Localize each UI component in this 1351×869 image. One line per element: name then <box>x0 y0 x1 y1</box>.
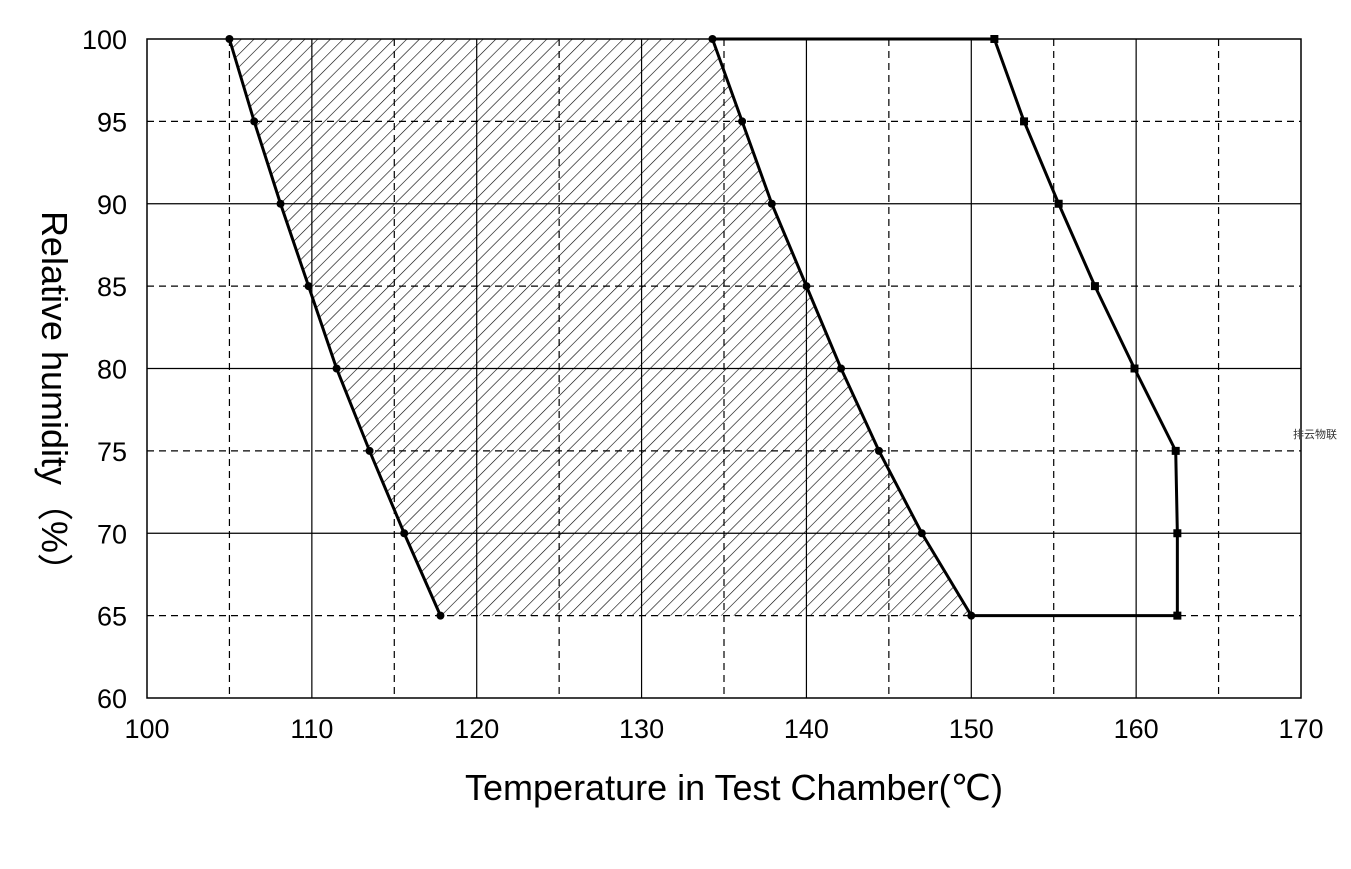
y-tick-labels: 60 65 70 75 80 85 90 95 100 <box>82 25 127 714</box>
y-tick-label-100: 100 <box>82 25 127 55</box>
left-boundary-point-2 <box>250 117 259 126</box>
right-boundary-point-3 <box>767 199 776 208</box>
y-tick-label-80: 80 <box>97 355 127 385</box>
watermark-text: 排云物联 <box>1293 428 1337 441</box>
left-boundary-point-7 <box>400 529 409 538</box>
y-axis-title: Relative humidity（%） <box>34 211 75 589</box>
x-tick-labels: 100 110 120 130 140 150 160 170 <box>124 714 1323 744</box>
right-boundary-point-5 <box>837 364 846 373</box>
x-tick-label-130: 130 <box>619 714 664 744</box>
y-tick-label-75: 75 <box>97 437 127 467</box>
left-boundary-point-6 <box>365 446 374 455</box>
y-tick-label-70: 70 <box>97 519 127 549</box>
y-tick-label-60: 60 <box>97 684 127 714</box>
limit-curve-point-8 <box>1173 611 1182 620</box>
x-tick-label-140: 140 <box>784 714 829 744</box>
limit-curve-point-6 <box>1171 446 1180 455</box>
limit-curve-line <box>992 38 1179 616</box>
y-tick-label-85: 85 <box>97 272 127 302</box>
y-tick-label-65: 65 <box>97 602 127 632</box>
limit-curve-point-3 <box>1054 199 1063 208</box>
x-tick-label-160: 160 <box>1114 714 1159 744</box>
left-boundary-point-4 <box>304 282 313 291</box>
right-boundary-point-8 <box>967 611 976 620</box>
limit-curve-point-5 <box>1130 364 1139 373</box>
right-boundary-point-7 <box>917 529 926 538</box>
x-axis-title: Temperature in Test Chamber(℃) <box>465 767 1003 808</box>
y-tick-label-90: 90 <box>97 190 127 220</box>
left-boundary-point-8 <box>436 611 445 620</box>
hatched-region <box>229 39 972 616</box>
left-boundary-point-5 <box>332 364 341 373</box>
limit-curve-point-7 <box>1173 529 1182 538</box>
y-tick-label-95: 95 <box>97 107 127 137</box>
x-tick-label-120: 120 <box>454 714 499 744</box>
x-tick-label-150: 150 <box>949 714 994 744</box>
right-boundary-line <box>711 38 973 617</box>
right-boundary-point-2 <box>738 117 747 126</box>
hatched-area <box>229 39 972 616</box>
x-tick-label-100: 100 <box>124 714 169 744</box>
x-tick-label-170: 170 <box>1278 714 1323 744</box>
limit-curve-point-4 <box>1090 282 1099 291</box>
limit-curve-point-2 <box>1020 117 1029 126</box>
plot-frame <box>146 38 1302 699</box>
right-boundary-point-6 <box>874 446 883 455</box>
left-boundary-point-3 <box>276 199 285 208</box>
x-tick-label-110: 110 <box>290 714 333 744</box>
right-boundary-point-4 <box>802 282 811 291</box>
left-boundary-line <box>227 38 442 617</box>
